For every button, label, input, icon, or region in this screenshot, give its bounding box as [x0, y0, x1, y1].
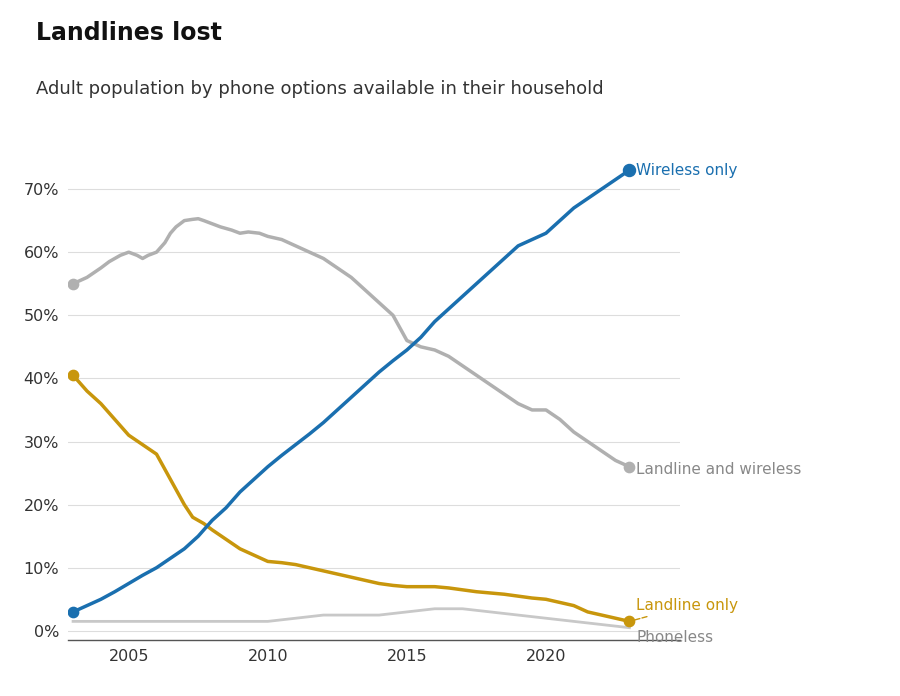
Point [66, 606, 80, 617]
Point [66, 278, 80, 290]
Text: Wireless only: Wireless only [636, 163, 738, 177]
Text: Phoneless: Phoneless [636, 630, 714, 644]
Point [622, 616, 636, 627]
Point [66, 370, 80, 381]
Text: Landline only: Landline only [632, 598, 738, 621]
Text: Landline and wireless: Landline and wireless [636, 462, 802, 477]
Point [622, 461, 636, 473]
Text: Adult population by phone options available in their household: Adult population by phone options availa… [36, 80, 604, 98]
Point [622, 164, 636, 175]
Text: Landlines lost: Landlines lost [36, 21, 222, 45]
